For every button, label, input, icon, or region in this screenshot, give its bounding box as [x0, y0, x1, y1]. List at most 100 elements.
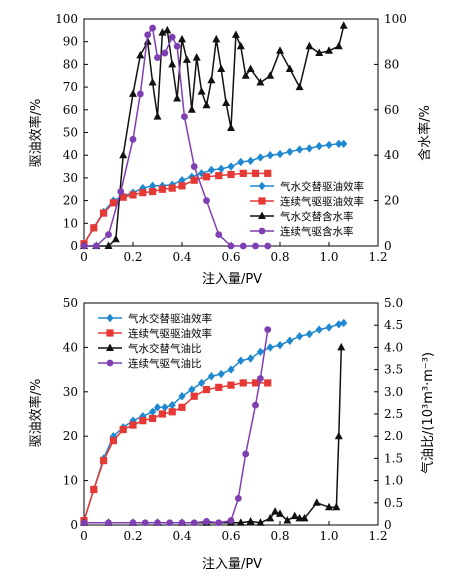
chart-top-right-y-tick-labels: 0 20 40 60 80 100: [384, 12, 407, 253]
data-point: [178, 182, 186, 190]
right-y-tick-label: 4.5: [384, 318, 403, 332]
data-point: [227, 170, 235, 179]
legend-entry: 气水交替驱油效率: [128, 312, 212, 325]
data-point: [340, 139, 348, 149]
x-tick-label: 1.0: [319, 529, 338, 543]
data-point: [163, 25, 172, 34]
data-point: [276, 340, 284, 350]
data-point: [334, 41, 343, 50]
data-point: [237, 356, 245, 365]
data-point: [339, 21, 348, 29]
data-point: [168, 59, 177, 68]
data-point: [190, 519, 198, 527]
data-point: [158, 28, 167, 36]
x-tick-label: 0.2: [123, 529, 142, 543]
data-point: [129, 89, 137, 97]
data-point: [246, 64, 255, 72]
right-y-tick-label: 2.5: [384, 407, 403, 421]
legend-entry: 气水交替驱油效率: [280, 180, 364, 193]
chart-top-left-y-tick-labels: 0 10 20 30 40 50 60 70 80 90 100: [55, 12, 78, 253]
data-point: [129, 519, 137, 527]
data-point: [252, 401, 259, 409]
data-point: [300, 513, 309, 522]
data-point: [202, 100, 211, 109]
left-y-tick-label: 0: [70, 518, 78, 532]
x-tick-label: 0.6: [221, 250, 240, 264]
legend-marker: [106, 329, 114, 337]
data-point: [190, 176, 198, 184]
data-point: [251, 379, 260, 387]
data-point: [129, 135, 137, 143]
data-point: [192, 53, 201, 61]
data-point: [305, 144, 313, 153]
chart-bottom-left-y-axis-label: 驱油效率/%: [28, 379, 44, 448]
right-y-tick-label: 1.5: [384, 451, 403, 465]
right-y-tick-label: 3.5: [384, 363, 403, 377]
data-point: [158, 410, 166, 418]
data-point: [197, 87, 206, 95]
data-point: [149, 24, 157, 32]
data-point: [187, 105, 196, 113]
data-point: [104, 241, 113, 249]
data-point: [119, 425, 127, 434]
data-point: [161, 49, 169, 57]
legend-entry: 气水交替气油比: [128, 342, 202, 355]
data-point: [136, 50, 145, 59]
data-point: [256, 518, 265, 526]
data-point: [117, 188, 125, 195]
data-point: [202, 385, 211, 394]
data-point: [266, 513, 275, 522]
data-point: [256, 347, 264, 357]
left-y-tick-label: 60: [63, 103, 78, 117]
right-y-tick-label: 100: [384, 12, 407, 26]
data-point: [227, 123, 235, 131]
data-point: [203, 197, 210, 205]
right-y-tick-label: 0: [384, 518, 392, 532]
data-point: [286, 336, 294, 345]
data-point: [212, 34, 221, 43]
chart-top-x-axis-label: 注入量/PV: [202, 272, 262, 287]
chart-bottom-right-y-tick-labels: 0 0.5 1.0 1.5 2.0 2.5 3.0 3.5 4.0 4.5 5.0: [384, 296, 403, 532]
left-y-tick-label: 30: [63, 171, 78, 185]
data-point: [207, 75, 216, 84]
data-point: [105, 519, 112, 527]
data-point: [80, 242, 88, 250]
data-point: [190, 392, 198, 400]
data-point: [315, 141, 323, 151]
data-point: [239, 379, 247, 387]
data-point: [247, 156, 255, 166]
data-point: [100, 457, 108, 465]
left-y-tick-label: 10: [63, 216, 78, 230]
data-point: [168, 184, 176, 192]
legend-entry: 连续气驱驱油效率: [128, 327, 212, 340]
data-point: [236, 41, 245, 50]
data-point: [166, 519, 174, 527]
data-point: [264, 242, 272, 250]
data-point: [198, 378, 206, 388]
data-point: [266, 343, 274, 352]
data-point: [276, 46, 284, 54]
left-y-tick-label: 50: [63, 126, 78, 140]
data-point: [168, 33, 176, 41]
data-point: [337, 342, 346, 351]
data-point: [312, 498, 321, 506]
legend-entry: 连续气驱驱油效率: [280, 195, 364, 208]
chart-bottom-right-y-axis-label: 气油比/(10³m³·m⁻³): [420, 352, 436, 474]
right-y-tick-label: 5.0: [384, 296, 403, 310]
right-y-tick-label: 2.0: [384, 429, 403, 443]
data-point: [251, 169, 260, 177]
data-point: [154, 54, 161, 61]
data-point: [153, 403, 162, 412]
data-point: [335, 320, 343, 329]
data-point: [173, 42, 181, 50]
data-point: [217, 64, 226, 72]
data-point: [173, 93, 182, 102]
legend-entry: 连续气驱气油比: [128, 357, 202, 370]
left-y-tick-label: 40: [63, 148, 78, 162]
data-point: [271, 507, 280, 515]
data-point: [305, 329, 313, 339]
data-point: [154, 519, 161, 527]
data-point: [296, 332, 304, 341]
